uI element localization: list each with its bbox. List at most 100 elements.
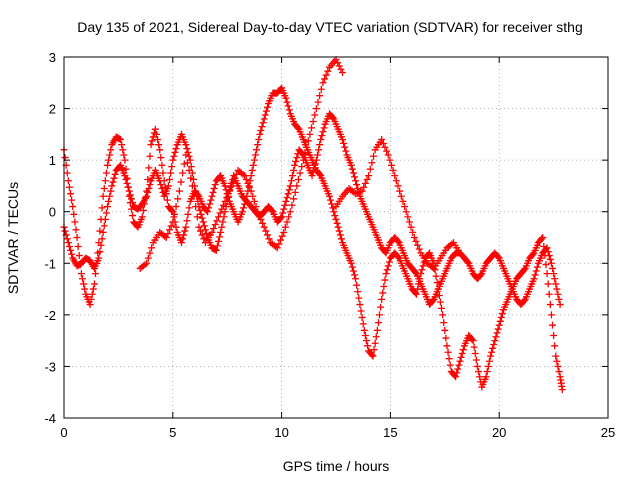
data-point (203, 230, 211, 238)
data-point (281, 201, 289, 209)
data-point (75, 252, 83, 260)
data-point (383, 147, 391, 155)
data-point (316, 170, 324, 178)
data-point (319, 79, 327, 87)
data-point (311, 160, 319, 168)
data-point (348, 263, 356, 271)
data-point (363, 175, 371, 183)
data-point (377, 303, 385, 311)
x-tick-label: 20 (492, 425, 506, 440)
data-point (148, 244, 156, 252)
data-point (250, 197, 258, 205)
data-point (303, 143, 311, 151)
data-point (394, 253, 402, 261)
data-point (159, 169, 167, 177)
data-point (410, 234, 418, 241)
data-point (543, 270, 551, 278)
data-point (459, 346, 467, 354)
data-point (286, 182, 294, 190)
data-point (385, 258, 393, 266)
data-point (284, 190, 292, 198)
data-point (553, 285, 561, 293)
data-point (73, 234, 81, 241)
data-point (152, 130, 160, 138)
data-point (195, 223, 203, 231)
data-point (387, 161, 395, 169)
data-point (350, 271, 358, 279)
data-point (64, 239, 72, 247)
data-point (321, 75, 329, 83)
data-point (253, 146, 261, 154)
data-point (180, 231, 188, 239)
data-point (194, 197, 202, 205)
data-point (61, 227, 69, 235)
data-point (443, 342, 451, 350)
data-point (471, 350, 479, 358)
data-point (319, 128, 327, 136)
data-point (551, 342, 559, 350)
data-point (67, 190, 75, 198)
data-point (371, 339, 379, 347)
data-point (484, 362, 492, 370)
data-point (166, 226, 174, 234)
data-point (327, 196, 335, 204)
data-point (211, 221, 219, 229)
data-point (143, 192, 151, 200)
data-point (262, 227, 270, 235)
data-point (553, 357, 561, 365)
data-point (456, 249, 464, 257)
data-point (493, 329, 501, 337)
data-point (260, 115, 268, 123)
data-point (208, 192, 216, 200)
data-point (107, 187, 115, 195)
data-point (223, 194, 231, 202)
data-point (317, 85, 325, 93)
data-point (65, 243, 73, 251)
data-point (483, 368, 491, 376)
data-point (122, 165, 130, 173)
data-point (473, 362, 481, 370)
data-point (441, 326, 449, 334)
data-point (470, 343, 478, 351)
data-point (542, 261, 550, 269)
data-point (259, 219, 267, 227)
data-point (341, 143, 349, 151)
data-point (318, 132, 326, 140)
data-point (381, 143, 389, 151)
data-point (361, 179, 369, 187)
data-point (337, 235, 345, 243)
data-point (168, 163, 176, 171)
data-point (556, 301, 564, 309)
y-tick-label: 3 (49, 50, 56, 65)
data-point (231, 174, 239, 182)
y-tick-label: 1 (49, 153, 56, 168)
data-point (397, 192, 405, 200)
data-point (552, 280, 560, 288)
data-point (399, 197, 407, 205)
data-point (273, 244, 281, 252)
data-point (383, 266, 391, 274)
data-point (293, 154, 301, 162)
data-point (489, 344, 497, 352)
data-point (213, 242, 221, 250)
data-point (246, 183, 254, 191)
data-point (358, 187, 366, 195)
data-point (111, 170, 119, 178)
data-point (250, 156, 258, 164)
data-point (97, 241, 105, 249)
data-point (216, 233, 224, 241)
data-point (218, 223, 226, 231)
data-point (370, 346, 378, 354)
data-point (145, 185, 153, 193)
data-point (206, 200, 214, 208)
data-point (100, 222, 108, 230)
data-point (301, 150, 309, 158)
data-point (545, 252, 553, 260)
data-point (468, 335, 476, 343)
data-point (64, 177, 72, 185)
data-point (448, 240, 456, 248)
data-point (141, 261, 149, 269)
data-point (210, 185, 218, 193)
data-point (100, 185, 108, 193)
data-point (405, 218, 413, 226)
